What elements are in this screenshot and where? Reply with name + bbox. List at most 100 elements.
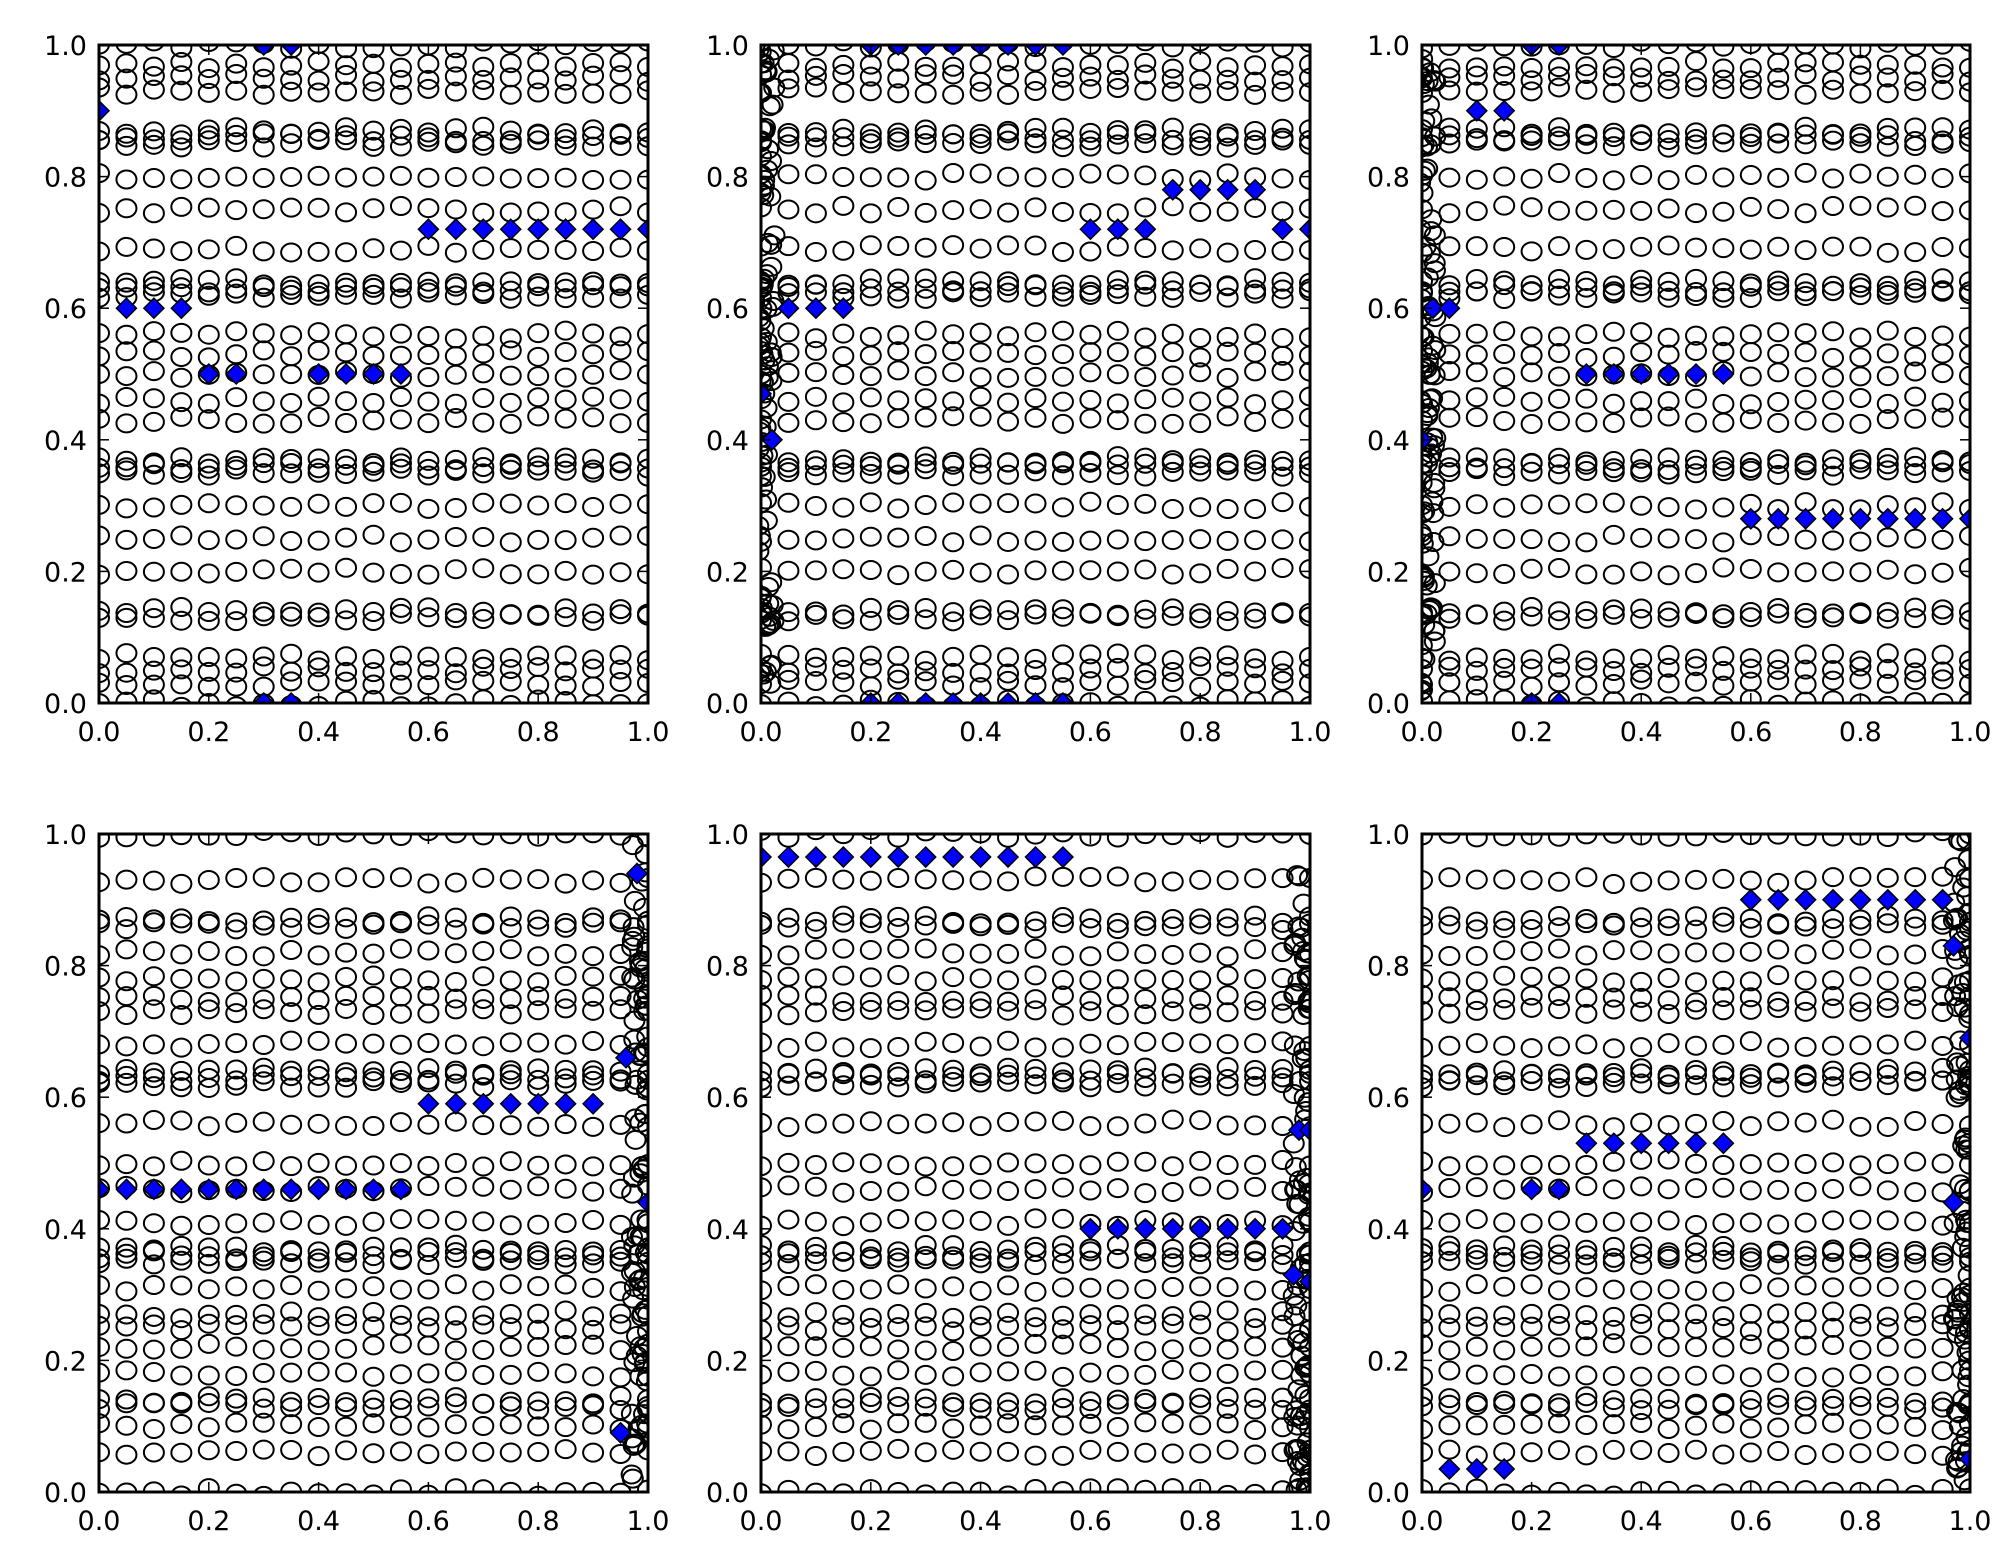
circle-point	[629, 957, 648, 978]
y-tick-label: 0.0	[706, 1478, 749, 1509]
circle-point	[1024, 918, 1047, 939]
circle-point	[1161, 1392, 1184, 1413]
circle-point	[1876, 54, 1899, 75]
circle-point	[1822, 124, 1844, 145]
circle-point	[609, 599, 632, 620]
circle-point	[444, 1320, 467, 1341]
circle-point	[115, 1482, 138, 1492]
circle-point	[1299, 456, 1310, 477]
circle-point	[1422, 111, 1436, 132]
circle-point	[1244, 461, 1267, 482]
circle-point	[1161, 1063, 1184, 1084]
circle-point	[307, 121, 330, 142]
circle-point	[761, 525, 771, 546]
axes-frame	[1420, 43, 1972, 705]
circle-point	[1657, 1033, 1680, 1054]
circle-point	[1931, 1252, 1954, 1273]
circle-point	[609, 1251, 632, 1272]
circle-point	[142, 607, 165, 628]
circle-point	[417, 1209, 440, 1230]
circle-point	[1685, 1242, 1707, 1263]
circle-point	[1575, 1484, 1598, 1492]
circle-point	[1931, 462, 1954, 483]
circle-point	[99, 1155, 110, 1176]
circle-point	[335, 242, 358, 263]
circle-point	[621, 1183, 644, 1204]
circle-point	[389, 986, 412, 1007]
x-tick-label: 1.0	[1289, 1506, 1332, 1537]
circle-point	[472, 1365, 495, 1386]
circle-point	[554, 453, 577, 474]
circle-point	[761, 1441, 772, 1462]
circle-point	[777, 322, 800, 343]
circle-point	[833, 45, 854, 52]
circle-point	[280, 166, 303, 187]
circle-point	[914, 1396, 937, 1417]
circle-point	[1904, 164, 1927, 185]
circle-point	[1575, 945, 1598, 966]
circle-point	[1189, 1362, 1212, 1383]
circle-point	[761, 53, 775, 74]
circle-point	[1794, 273, 1817, 294]
circle-point	[389, 597, 412, 618]
x-tick-label: 0.4	[959, 717, 1002, 748]
circle-point	[1657, 170, 1680, 191]
circle-point	[1106, 1389, 1129, 1410]
circle-point	[1294, 1253, 1310, 1274]
circle-point	[761, 872, 772, 893]
circle-point	[1849, 1209, 1872, 1230]
circle-point	[1876, 275, 1899, 296]
circle-point	[1189, 455, 1212, 476]
circle-point	[499, 647, 522, 668]
circle-point	[1465, 387, 1488, 408]
circle-point	[1422, 57, 1433, 78]
circle-point	[115, 45, 138, 54]
circle-point	[1422, 870, 1433, 891]
circle-point	[1904, 662, 1927, 683]
circle-point	[1216, 387, 1239, 408]
circle-point	[1712, 942, 1735, 963]
circle-point	[197, 999, 220, 1020]
circle-point	[1575, 532, 1598, 553]
circle-point	[859, 1111, 882, 1132]
circle-point	[1712, 58, 1735, 79]
circle-point	[1876, 1154, 1899, 1175]
circle-point	[142, 388, 165, 409]
circle-point	[1849, 449, 1872, 470]
circle-point	[832, 454, 855, 475]
circle-point	[1630, 1112, 1653, 1133]
circle-point	[1493, 1117, 1516, 1138]
circle-point	[942, 1209, 965, 1230]
circle-point	[1712, 1154, 1735, 1175]
circle-point	[942, 84, 965, 105]
circle-point	[1685, 1415, 1707, 1436]
circle-point	[170, 196, 193, 217]
circle-point	[1931, 910, 1954, 931]
circle-point	[609, 604, 632, 625]
circle-point	[99, 945, 110, 966]
circle-point	[252, 57, 275, 78]
circle-point	[1438, 526, 1461, 547]
circle-point	[99, 564, 110, 585]
circle-point	[777, 1209, 800, 1230]
circle-point	[1422, 1303, 1433, 1324]
circle-point	[1422, 1243, 1433, 1264]
circle-point	[280, 392, 303, 413]
circle-point	[1079, 671, 1102, 692]
circle-point	[1520, 997, 1543, 1018]
circle-point	[499, 1240, 522, 1261]
circle-point	[1630, 495, 1653, 516]
circle-point	[1134, 1004, 1157, 1025]
circle-point	[761, 236, 772, 257]
circle-point	[472, 1339, 495, 1360]
circle-point	[335, 391, 358, 412]
circle-point	[280, 606, 303, 627]
circle-point	[142, 1306, 165, 1327]
circle-point	[389, 272, 412, 293]
circle-point	[252, 1362, 275, 1383]
circle-point	[472, 601, 495, 622]
circle-point	[499, 970, 522, 991]
circle-point	[637, 526, 648, 546]
circle-point	[472, 116, 495, 137]
circle-point	[997, 367, 1020, 388]
